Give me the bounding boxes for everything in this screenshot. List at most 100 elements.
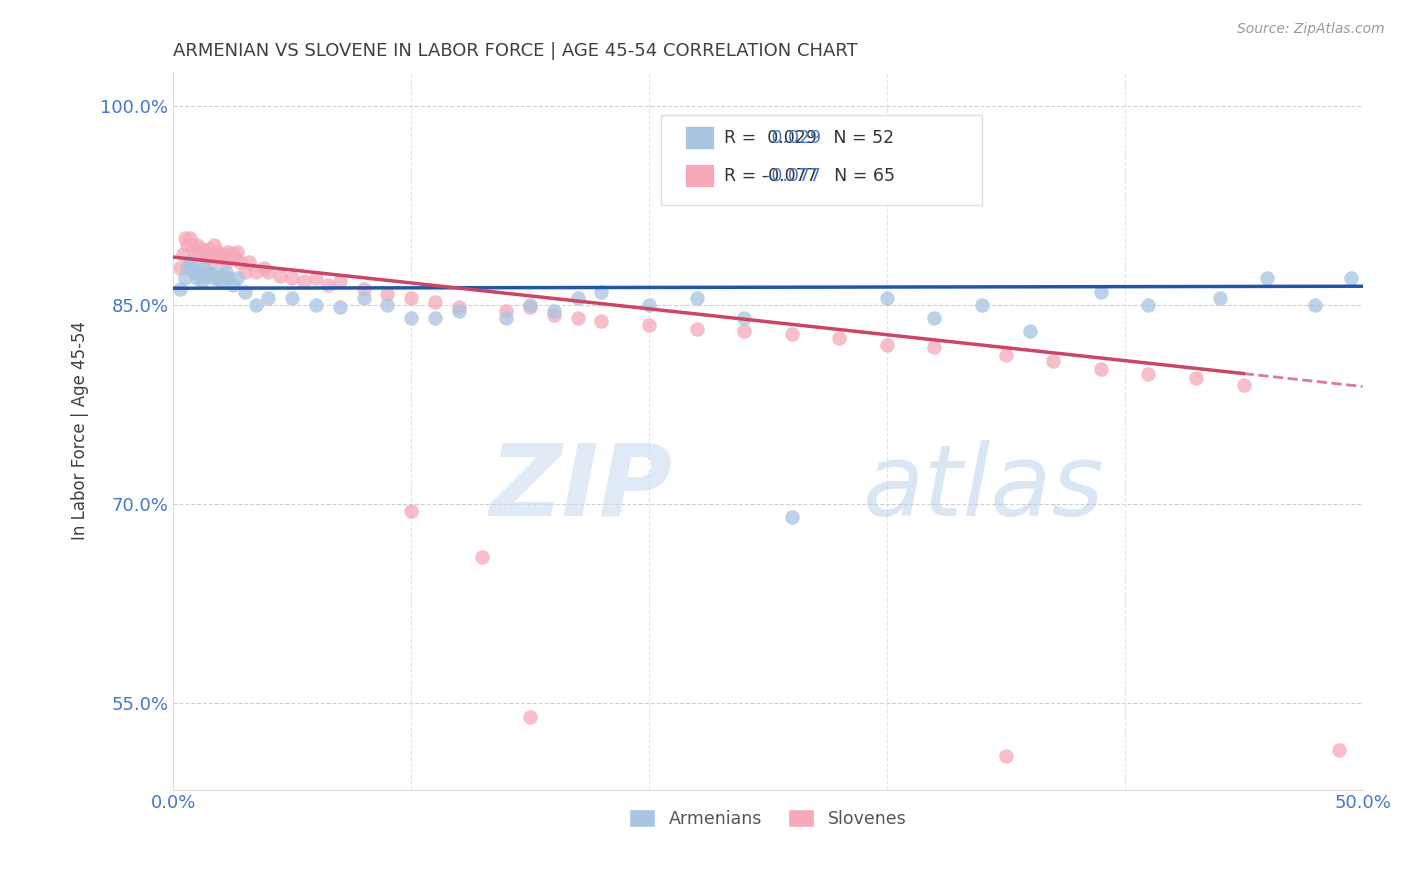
Point (519, 301, 541, 315)
Point (186, 271, 208, 285)
Point (212, 247, 235, 261)
Point (399, 311, 422, 326)
Text: atlas: atlas (863, 440, 1105, 537)
Point (190, 242, 212, 256)
Text: ZIP: ZIP (489, 440, 672, 537)
Point (1090, 285, 1112, 299)
Point (188, 247, 211, 261)
Point (217, 271, 239, 285)
Point (198, 265, 221, 279)
FancyBboxPatch shape (661, 115, 981, 205)
Point (423, 311, 446, 326)
Point (245, 298, 267, 312)
Point (181, 258, 204, 272)
Point (174, 231, 197, 245)
Point (174, 271, 197, 285)
Point (224, 252, 246, 266)
Point (209, 274, 232, 288)
Point (214, 265, 236, 279)
Point (447, 304, 470, 318)
Point (172, 247, 194, 261)
Point (924, 311, 946, 326)
Point (1185, 371, 1208, 385)
Point (292, 274, 315, 288)
Text: ARMENIAN VS SLOVENE IN LABOR FORCE | AGE 45-54 CORRELATION CHART: ARMENIAN VS SLOVENE IN LABOR FORCE | AGE… (173, 42, 858, 60)
Point (447, 301, 470, 315)
Point (212, 268, 235, 283)
Point (238, 255, 260, 269)
Point (281, 271, 304, 285)
Point (169, 282, 191, 296)
Point (188, 265, 211, 279)
Point (1042, 353, 1064, 368)
Text: R = -0.077   N = 65: R = -0.077 N = 65 (724, 167, 894, 185)
Point (970, 298, 993, 312)
Point (305, 271, 328, 285)
Point (200, 252, 222, 266)
Point (233, 285, 256, 299)
Point (207, 244, 229, 259)
Text: 0.029: 0.029 (765, 128, 821, 146)
Point (399, 504, 422, 518)
Point (733, 325, 755, 339)
Text: R =  0.029   N = 52: R = 0.029 N = 52 (724, 128, 894, 146)
Point (495, 304, 517, 318)
Point (226, 271, 249, 285)
Point (190, 274, 212, 288)
Point (221, 277, 243, 292)
Point (257, 265, 280, 279)
Point (1256, 271, 1278, 285)
Point (1303, 298, 1326, 312)
Point (567, 311, 589, 326)
Point (519, 298, 541, 312)
Point (353, 291, 375, 305)
Legend: Armenians, Slovenes: Armenians, Slovenes (621, 802, 914, 835)
Point (994, 749, 1017, 764)
Point (195, 268, 218, 283)
Bar (685, 164, 714, 187)
Point (202, 271, 225, 285)
Point (214, 255, 236, 269)
Point (269, 268, 291, 283)
Point (221, 247, 243, 261)
Point (543, 304, 565, 318)
Point (245, 265, 267, 279)
Point (876, 291, 898, 305)
Point (226, 244, 249, 259)
Point (591, 285, 613, 299)
Point (193, 260, 215, 275)
Point (179, 231, 201, 245)
Point (217, 244, 239, 259)
Point (638, 298, 661, 312)
Point (176, 238, 198, 252)
Point (780, 510, 803, 524)
Point (423, 295, 446, 310)
Point (924, 340, 946, 354)
Point (685, 291, 707, 305)
Point (1233, 377, 1256, 392)
Point (353, 282, 375, 296)
Point (1137, 298, 1160, 312)
Point (567, 291, 589, 305)
Point (828, 331, 851, 345)
Point (195, 247, 218, 261)
Point (193, 252, 215, 266)
Point (186, 238, 208, 252)
Point (209, 252, 232, 266)
Point (281, 291, 304, 305)
Point (229, 255, 252, 269)
Point (543, 309, 565, 323)
Point (329, 301, 352, 315)
Point (207, 271, 229, 285)
Point (471, 550, 494, 565)
Point (1209, 291, 1232, 305)
Point (198, 242, 221, 256)
Point (202, 238, 225, 252)
Point (495, 311, 517, 326)
Point (316, 277, 339, 292)
Point (183, 247, 205, 261)
Y-axis label: In Labor Force | Age 45-54: In Labor Force | Age 45-54 (72, 321, 89, 541)
Text: -0.077: -0.077 (765, 167, 821, 185)
Point (205, 252, 228, 266)
Point (1018, 325, 1040, 339)
